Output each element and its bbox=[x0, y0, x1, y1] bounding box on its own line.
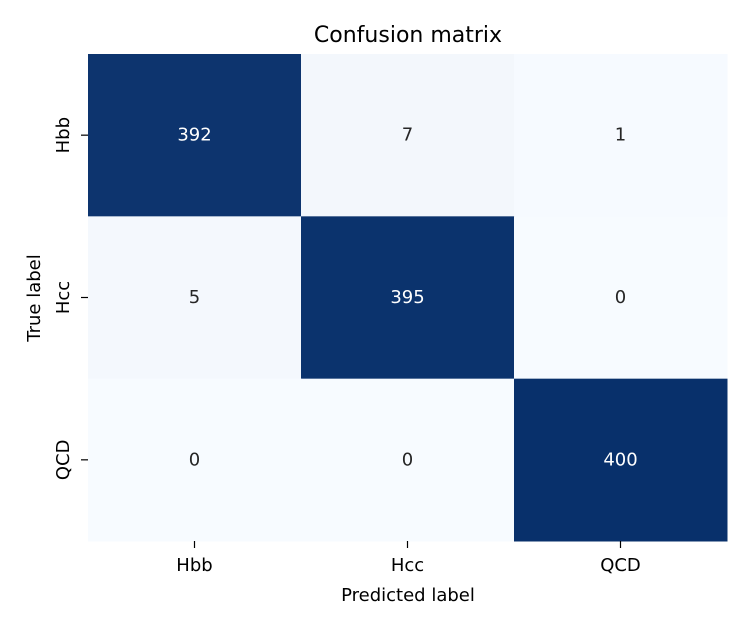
y-tick-label: Hbb bbox=[53, 117, 74, 153]
cell-value-label: 0 bbox=[189, 449, 200, 470]
x-axis-ticks: Hbb Hcc QCD bbox=[176, 541, 641, 576]
cell-value-label: 7 bbox=[402, 125, 413, 146]
heatmap-cells bbox=[88, 54, 728, 542]
heatmap-cell-qcd-hbb bbox=[88, 378, 302, 542]
cell-value-label: 395 bbox=[390, 287, 424, 308]
y-tick-label: Hcc bbox=[53, 281, 74, 314]
heatmap-cell-hcc-qcd bbox=[514, 216, 728, 380]
x-axis-label: Predicted label bbox=[341, 585, 475, 606]
x-tick-label: QCD bbox=[600, 555, 641, 576]
x-tick-label: Hcc bbox=[391, 555, 424, 576]
heatmap-cell-hbb-qcd bbox=[514, 54, 728, 217]
heatmap-cell-hcc-hbb bbox=[88, 216, 302, 380]
heatmap-cell-hbb-hcc bbox=[301, 54, 515, 217]
cell-value-label: 0 bbox=[402, 449, 413, 470]
cell-value-label: 5 bbox=[189, 287, 200, 308]
heatmap-cell-hbb-hbb bbox=[88, 54, 302, 217]
y-axis-label: True label bbox=[24, 254, 45, 343]
cell-value-label: 0 bbox=[615, 287, 626, 308]
cell-value-label: 1 bbox=[615, 125, 626, 146]
heatmap-cell-qcd-qcd bbox=[514, 378, 728, 542]
cell-value-label: 400 bbox=[603, 449, 637, 470]
y-tick-label: QCD bbox=[53, 440, 74, 481]
heatmap-cell-labels: 392 7 1 5 395 0 0 0 400 bbox=[177, 125, 637, 471]
y-axis-ticks: Hbb Hcc QCD bbox=[53, 117, 88, 480]
chart-title: Confusion matrix bbox=[314, 23, 502, 48]
heatmap-cell-hcc-hcc bbox=[301, 216, 515, 380]
x-tick-label: Hbb bbox=[176, 555, 212, 576]
cell-value-label: 392 bbox=[177, 125, 211, 146]
heatmap-cell-qcd-hcc bbox=[301, 378, 515, 542]
